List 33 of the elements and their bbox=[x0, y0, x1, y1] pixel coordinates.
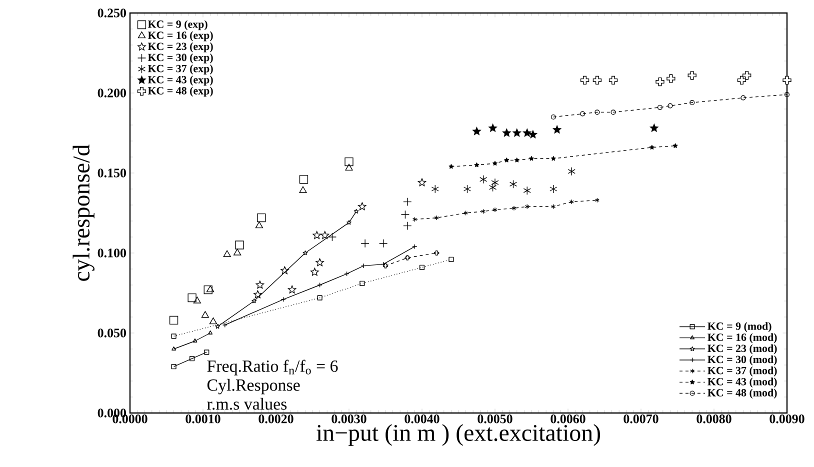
legend-label: KC = 37 (mod) bbox=[708, 366, 777, 376]
legend-label: KC = 43 (exp) bbox=[148, 76, 213, 86]
y-tick-label: 0.050 bbox=[98, 328, 126, 338]
x-tick-label: 0.0090 bbox=[770, 414, 804, 424]
legend-label: KC = 37 (exp) bbox=[148, 64, 213, 74]
legend-label: KC = 9 (mod) bbox=[708, 322, 772, 332]
annotation: Cyl.Response bbox=[207, 378, 300, 394]
y-axis-title: cyl.response/d bbox=[72, 144, 94, 281]
y-tick-label: 0.100 bbox=[98, 248, 126, 258]
x-tick-label: 0.0080 bbox=[696, 414, 732, 424]
x-tick-label: 0.0020 bbox=[258, 414, 294, 424]
legend-label: KC = 48 (exp) bbox=[148, 86, 213, 97]
legend-label: KC = 9 (exp) bbox=[148, 20, 208, 30]
x-tick-label: 0.0070 bbox=[624, 414, 658, 424]
x-tick-label: 0.0010 bbox=[186, 414, 220, 424]
legend-label: KC = 16 (exp) bbox=[148, 31, 213, 42]
x-tick-label: 0.0030 bbox=[332, 414, 366, 424]
legend-label: KC = 23 (exp) bbox=[148, 42, 213, 52]
y-tick-label: 0.200 bbox=[98, 88, 126, 98]
x-tick-label: 0.0040 bbox=[404, 414, 440, 424]
y-tick-label: 0.150 bbox=[98, 168, 126, 178]
legend-label: KC = 48 (mod) bbox=[708, 388, 777, 399]
legend-label: KC = 23 (mod) bbox=[708, 344, 777, 354]
legend-label: KC = 30 (exp) bbox=[148, 53, 213, 64]
x-tick-label: 0.0050 bbox=[478, 414, 512, 424]
annotation: r.m.s values bbox=[207, 398, 287, 410]
x-tick-label: 0.0060 bbox=[550, 414, 586, 424]
legend-label: KC = 16 (mod) bbox=[708, 333, 777, 344]
legend-label: KC = 43 (mod) bbox=[708, 378, 777, 388]
x-axis-title: in−put (in m ) (ext.excitation) bbox=[316, 424, 600, 446]
legend-label: KC = 30 (mod) bbox=[708, 355, 777, 366]
annotation: Freq.Ratio f$_{n}$/f$_{o}$ = 6 bbox=[207, 360, 338, 376]
y-tick-label: 0.250 bbox=[98, 8, 126, 18]
